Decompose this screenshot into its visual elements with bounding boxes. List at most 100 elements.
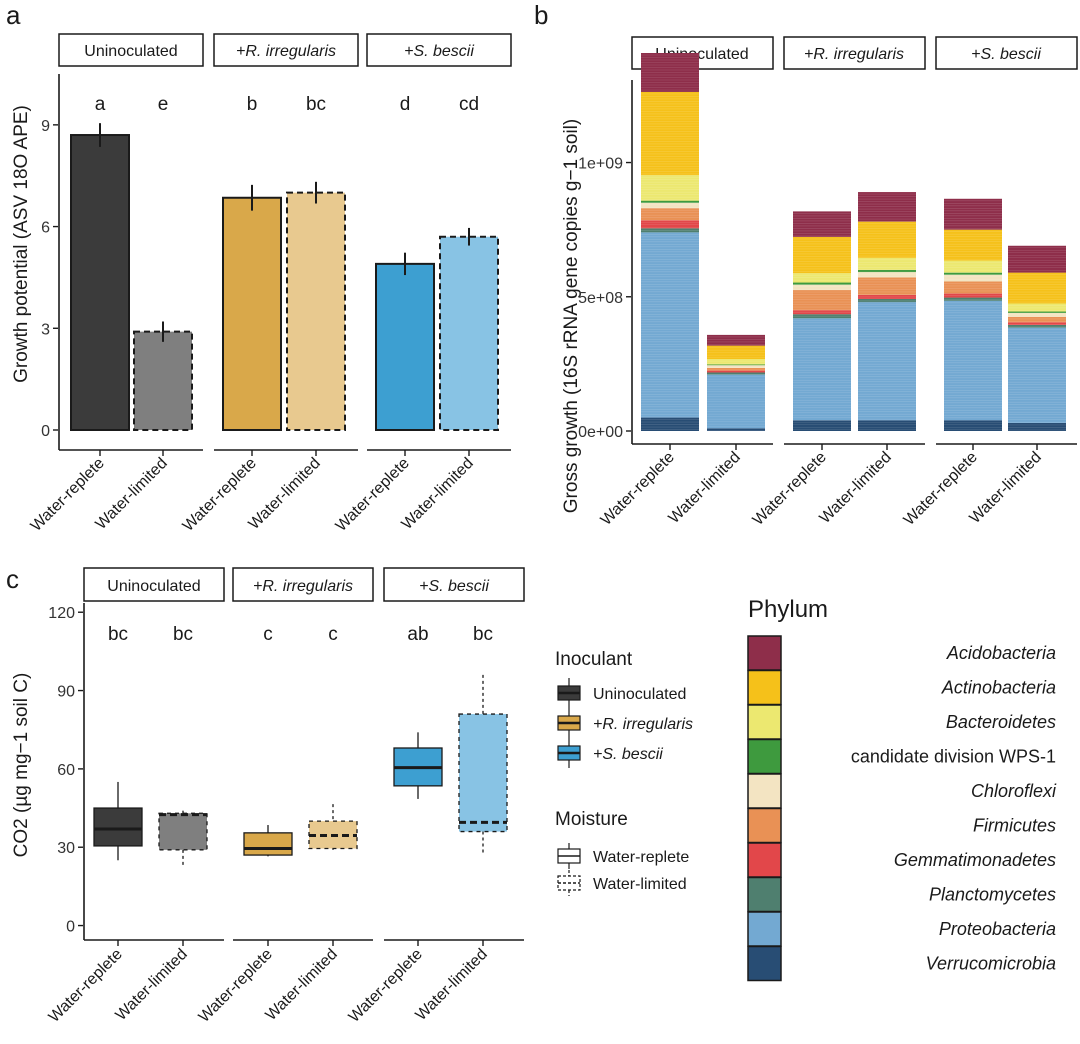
panel-b-stacked-bar-s-bescii-water-limited bbox=[1008, 245, 1066, 431]
panel-c-iqr-box bbox=[243, 832, 293, 856]
panel-b-segment-planctomycetes bbox=[858, 298, 916, 303]
panel-b-segment-candidate-division-wps-1 bbox=[641, 200, 699, 203]
panel-b-segment-bacteroidetes bbox=[944, 260, 1002, 273]
panel-a-bar-s-bescii-water-replete bbox=[375, 262, 435, 431]
legend-inoculant-item-r-irregularis: +R. irregularis bbox=[557, 708, 693, 738]
panel-b-segment-chloroflexi bbox=[641, 202, 699, 209]
panel-a-bar-uninoculated-water-replete bbox=[70, 134, 130, 431]
legend-phylum-label: Chloroflexi bbox=[971, 781, 1057, 801]
panel-a-y-tick-label: 0 bbox=[41, 423, 50, 440]
panel-c-strip-rirregularis-label: +R. irregularis bbox=[253, 578, 353, 595]
panel-b-segment-firmicutes bbox=[707, 367, 765, 371]
panel-b-segment-verrucomicrobia bbox=[944, 420, 1002, 431]
panel-b-segment-gemmatimonadetes bbox=[944, 293, 1002, 298]
panel-a-y-tick-label: 9 bbox=[41, 118, 50, 135]
legend-phylum-swatch bbox=[747, 842, 782, 878]
panel-b-y-tick-label: 1e+09 bbox=[578, 156, 623, 173]
panel-a-strip-uninoculated bbox=[58, 33, 204, 67]
panel-a-y-tick-label: 6 bbox=[41, 220, 50, 237]
panel-b-segment-proteobacteria bbox=[793, 318, 851, 421]
legend-inoculant-item-s-bescii: +S. bescii bbox=[557, 738, 663, 768]
panel-b-segment-actinobacteria bbox=[858, 221, 916, 258]
panel-b-segment-actinobacteria bbox=[707, 345, 765, 360]
panel-c-y-tick-label: 60 bbox=[57, 762, 75, 779]
panel-b-segment-firmicutes bbox=[1008, 316, 1066, 323]
legend-inoculant-label: +R. irregularis bbox=[593, 716, 693, 733]
panel-b-segment-firmicutes bbox=[793, 290, 851, 311]
legend-inoculant-item-uninoculated: Uninoculated bbox=[557, 678, 686, 708]
legend-moisture-item-water-replete: Water-replete bbox=[557, 843, 689, 869]
panel-b-segment-gemmatimonadetes bbox=[1008, 322, 1066, 325]
panel-b-segment-verrucomicrobia bbox=[1008, 422, 1066, 431]
panel-c-significance-letter: bc bbox=[473, 624, 493, 645]
panel-a-y-ticks: 0 3 6 9 bbox=[41, 118, 58, 440]
panel-b-segment-firmicutes bbox=[944, 281, 1002, 294]
panel-b-segment-firmicutes bbox=[858, 277, 916, 295]
panel-c-y-tick-label: 90 bbox=[57, 684, 75, 701]
legend-phylum-item-acidobacteria: Acidobacteria bbox=[747, 635, 1056, 671]
panel-a-bars: a e b bc d cd bbox=[70, 94, 499, 431]
panel-b-letter: b bbox=[534, 0, 548, 30]
legend-phylum-swatch bbox=[747, 807, 782, 844]
panel-b: b Uninoculated +R. irregularis +S. besci… bbox=[534, 0, 1078, 529]
panel-b-y-tick-label: 0e+00 bbox=[578, 424, 623, 441]
panel-c-box-uninoculated-water-limited bbox=[158, 810, 208, 866]
legend-phylum-label: Acidobacteria bbox=[946, 643, 1056, 663]
panel-c-letter: c bbox=[6, 564, 19, 594]
legend-phylum-item-verrucomicrobia: Verrucomicrobia bbox=[747, 945, 1056, 982]
legend-phylum-swatch bbox=[747, 669, 782, 706]
legend-phylum-swatch bbox=[747, 704, 782, 740]
panel-b-segment-actinobacteria bbox=[1008, 272, 1066, 304]
legend-phylum-label: Actinobacteria bbox=[941, 678, 1056, 698]
panel-b-segment-candidate-division-wps-1 bbox=[793, 282, 851, 285]
panel-c-strip-uninoculated-label: Uninoculated bbox=[107, 578, 200, 595]
panel-b-segment-candidate-division-wps-1 bbox=[1008, 311, 1066, 313]
legend-phylum-label: Firmicutes bbox=[973, 816, 1056, 836]
panel-b-segment-chloroflexi bbox=[1008, 312, 1066, 317]
legend-moisture-label: Water-limited bbox=[593, 876, 687, 893]
panel-b-segment-gemmatimonadetes bbox=[858, 294, 916, 299]
legend-phylum-item-chloroflexi: Chloroflexi bbox=[747, 773, 1057, 809]
panel-b-segment-chloroflexi bbox=[858, 272, 916, 278]
legend-phylum-label: Verrucomicrobia bbox=[926, 954, 1056, 974]
panel-b-segment-chloroflexi bbox=[944, 274, 1002, 282]
legend-moisture-item-water-limited: Water-limited bbox=[557, 870, 687, 896]
panel-c-box-r-irregularis-water-replete bbox=[243, 825, 293, 857]
panel-c-y-tick-label: 0 bbox=[66, 919, 75, 936]
panel-b-segment-proteobacteria bbox=[707, 374, 765, 429]
legend-phylum-items: Acidobacteria Actinobacteria Bacteroidetes… bbox=[747, 635, 1057, 982]
legend-inoculant-label: +S. bescii bbox=[593, 746, 663, 763]
legend-phylum: Phylum Acidobacteria Actinobacteria Bacter… bbox=[747, 596, 1057, 982]
panel-b-segment-planctomycetes bbox=[793, 314, 851, 319]
legend-phylum-item-bacteroidetes: Bacteroidetes bbox=[747, 704, 1056, 740]
panel-b-segment-verrucomicrobia bbox=[793, 420, 851, 431]
panel-a-significance-letter: d bbox=[400, 94, 411, 115]
panel-b-segment-planctomycetes bbox=[944, 297, 1002, 301]
legend-phylum-label: Planctomycetes bbox=[929, 885, 1056, 905]
panel-b-segment-acidobacteria bbox=[858, 192, 916, 222]
panel-a-strip-sbescii bbox=[366, 33, 512, 67]
panel-c-box-r-irregularis-water-limited bbox=[308, 804, 358, 850]
panel-c-y-axis-title: CO2 (µg mg−1 soil C) bbox=[11, 673, 32, 858]
panel-a-strip-rirregularis-label: +R. irregularis bbox=[236, 43, 336, 60]
panel-b-segment-verrucomicrobia bbox=[641, 417, 699, 431]
panel-b-segment-bacteroidetes bbox=[707, 359, 765, 365]
legend-moisture-label: Water-replete bbox=[593, 849, 689, 866]
panel-b-segment-firmicutes bbox=[641, 208, 699, 221]
panel-b-strip-rirregularis-label: +R. irregularis bbox=[804, 46, 904, 63]
legend-inoculant: Inoculant Uninoculated +R. irregularis +S.… bbox=[555, 649, 693, 768]
legend-inoculant-items: Uninoculated +R. irregularis +S. bescii bbox=[557, 678, 693, 768]
panel-a-y-tick-label: 3 bbox=[41, 321, 50, 338]
panel-a-significance-letter: a bbox=[95, 94, 106, 115]
panel-b-stacked-bar-r-irregularis-water-replete bbox=[793, 211, 851, 431]
panel-b-stacked-bars bbox=[641, 53, 1066, 431]
legend-moisture: Moisture Water-replete Water-limited bbox=[555, 809, 689, 896]
panel-c-strip-sbescii bbox=[383, 567, 525, 602]
panel-b-strip-rirregularis bbox=[783, 36, 926, 70]
legend-phylum-item-firmicutes: Firmicutes bbox=[747, 807, 1056, 844]
panel-b-y-ticks: 0e+00 5e+08 1e+09 bbox=[578, 156, 631, 441]
panel-a-significance-letter: bc bbox=[306, 94, 326, 115]
